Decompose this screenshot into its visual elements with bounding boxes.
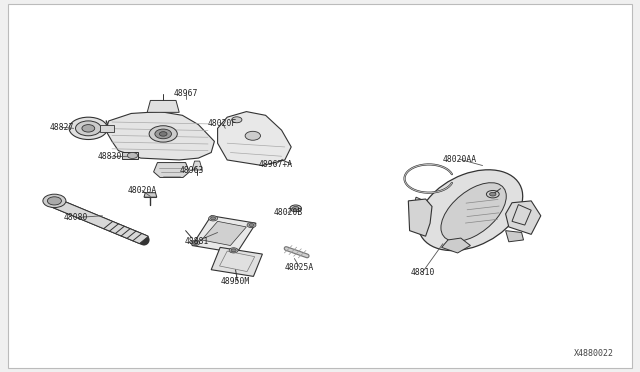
Circle shape [149,126,177,142]
Ellipse shape [418,170,523,251]
Circle shape [193,241,198,244]
Circle shape [249,224,254,227]
Circle shape [43,194,66,208]
Circle shape [209,216,218,221]
Polygon shape [50,199,148,244]
Text: 48020AA: 48020AA [442,155,477,164]
Polygon shape [202,221,246,246]
Polygon shape [408,199,432,236]
Circle shape [47,197,61,205]
Polygon shape [506,231,524,242]
Circle shape [245,131,260,140]
Text: 48810: 48810 [410,268,435,277]
Polygon shape [192,216,256,253]
Text: 48881: 48881 [185,237,209,246]
Circle shape [247,222,256,228]
Text: 48967+A: 48967+A [258,160,292,169]
Circle shape [127,153,138,158]
Polygon shape [144,193,157,197]
Circle shape [191,240,200,246]
Text: 48827: 48827 [49,123,74,132]
Circle shape [490,192,496,196]
Polygon shape [154,163,189,177]
Text: 48020F: 48020F [208,119,237,128]
Circle shape [290,205,301,212]
Text: X4880022: X4880022 [575,349,614,358]
Polygon shape [506,201,541,234]
Text: 48025A: 48025A [285,263,314,272]
Ellipse shape [441,183,506,241]
Polygon shape [218,112,291,166]
Text: 48830: 48830 [98,153,122,161]
Polygon shape [442,238,470,253]
Circle shape [155,129,172,139]
Circle shape [82,125,95,132]
Polygon shape [122,152,138,159]
Polygon shape [147,100,179,112]
Circle shape [211,217,216,220]
Text: 48020A: 48020A [127,186,157,195]
Polygon shape [512,205,531,225]
Circle shape [229,248,238,253]
FancyBboxPatch shape [8,4,632,368]
Circle shape [159,132,167,136]
Text: 48080: 48080 [63,213,88,222]
Circle shape [292,206,299,210]
Polygon shape [106,112,214,160]
Text: 48967: 48967 [173,89,198,98]
Circle shape [232,117,242,123]
Circle shape [486,190,499,198]
Polygon shape [100,125,114,132]
Circle shape [231,249,236,252]
Circle shape [76,121,101,136]
Text: 48963: 48963 [180,166,204,175]
Polygon shape [413,197,429,218]
Polygon shape [211,247,262,276]
Polygon shape [192,161,202,170]
Circle shape [69,117,108,140]
Text: 48950M: 48950M [221,278,250,286]
Text: 48020B: 48020B [273,208,303,217]
